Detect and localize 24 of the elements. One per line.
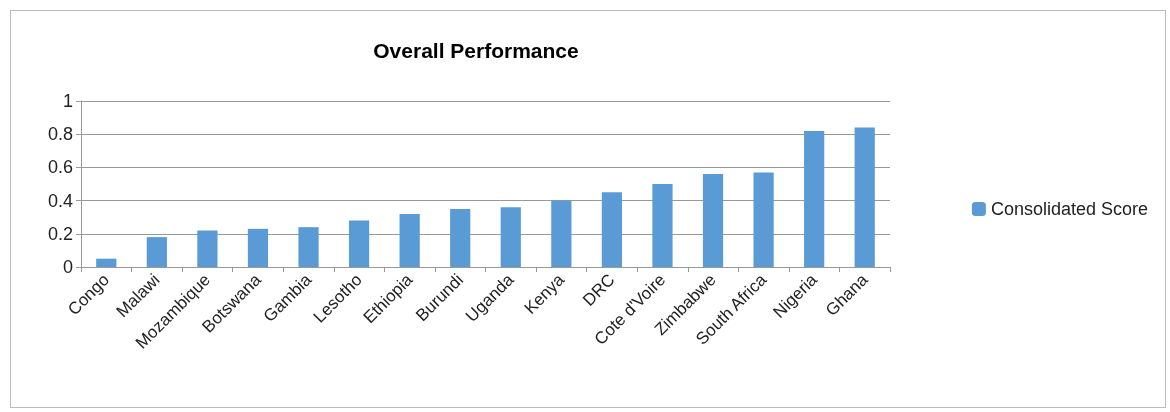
bar xyxy=(96,258,117,267)
y-tick-label: 0 xyxy=(62,257,73,277)
bar xyxy=(399,213,420,267)
bar xyxy=(652,184,673,267)
bar xyxy=(197,230,218,267)
y-tick-label: 0.8 xyxy=(47,124,73,145)
bar xyxy=(298,227,319,267)
bar xyxy=(854,127,875,267)
y-tick-label: 0.2 xyxy=(47,223,73,244)
y-tick-label: 0.4 xyxy=(47,190,73,211)
bar xyxy=(348,220,370,267)
bar xyxy=(804,130,825,267)
bar xyxy=(601,192,623,267)
bar xyxy=(753,172,774,267)
bar xyxy=(551,200,572,267)
bar xyxy=(450,208,471,267)
bar xyxy=(500,207,521,267)
bar xyxy=(702,174,724,267)
bar xyxy=(247,228,269,267)
bar xyxy=(146,237,167,267)
y-tick-label: 1 xyxy=(62,91,73,111)
y-tick-label: 0.6 xyxy=(47,157,73,178)
chart-title: Overall Performance xyxy=(373,39,579,62)
legend-label: Consolidated Score xyxy=(990,199,1149,219)
